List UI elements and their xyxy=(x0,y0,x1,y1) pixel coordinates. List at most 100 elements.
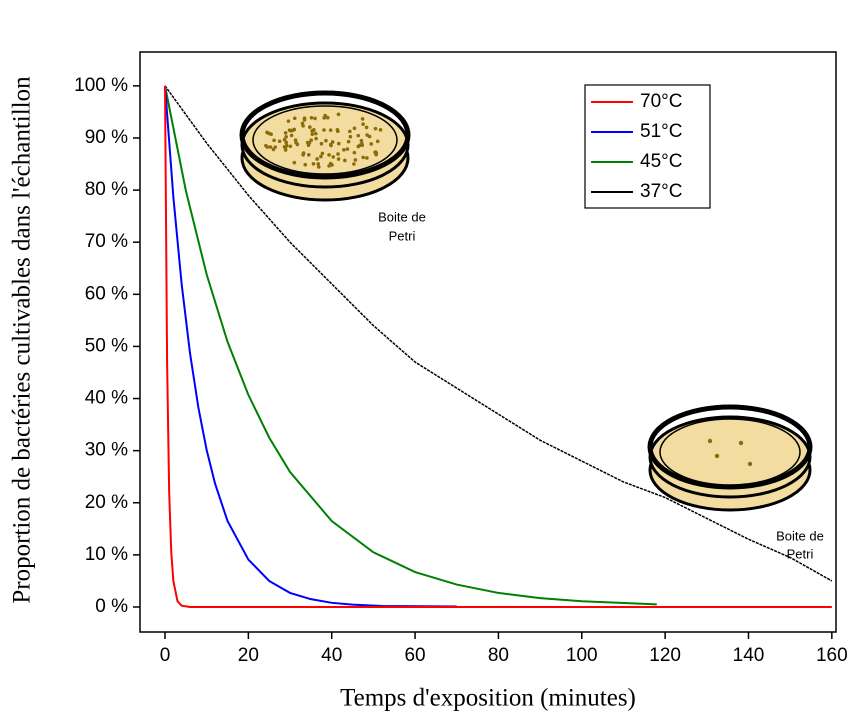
colony xyxy=(324,138,328,143)
line xyxy=(164,85,832,608)
colony xyxy=(331,155,336,159)
colony xyxy=(328,128,333,132)
plot-frame xyxy=(139,51,837,633)
colony xyxy=(348,134,353,139)
colony xyxy=(359,138,364,143)
colony xyxy=(283,148,288,152)
colony xyxy=(330,140,335,144)
colony xyxy=(284,140,289,145)
colony xyxy=(360,141,364,146)
colony xyxy=(302,116,307,120)
colony xyxy=(361,122,365,127)
colony xyxy=(286,119,291,123)
colony xyxy=(364,125,369,130)
colony xyxy=(284,135,288,139)
colony xyxy=(313,116,317,121)
colony xyxy=(322,128,326,132)
colony xyxy=(273,145,278,149)
line xyxy=(164,85,657,606)
colony xyxy=(312,128,316,132)
colony xyxy=(277,139,282,144)
colony xyxy=(315,157,319,161)
colony xyxy=(264,143,268,148)
colony xyxy=(265,130,269,135)
x-tick-label: 20 xyxy=(238,645,259,666)
x-tick-label: 60 xyxy=(404,645,425,666)
petri-dish-full xyxy=(239,90,411,202)
colony xyxy=(314,136,318,141)
colony xyxy=(328,161,333,166)
y-axis-label: Proportion de bactéries cultivables dans… xyxy=(9,76,36,604)
colony xyxy=(289,133,294,138)
annotation: Boite de xyxy=(776,528,824,543)
colony xyxy=(319,141,324,146)
colony xyxy=(352,126,357,131)
annotation: Petri xyxy=(787,546,814,561)
colony xyxy=(373,126,378,131)
colony xyxy=(336,157,341,161)
colony xyxy=(292,160,297,165)
colony xyxy=(360,117,365,121)
colony xyxy=(310,132,315,137)
x-tick-label: 160 xyxy=(816,645,848,666)
colony xyxy=(316,165,321,169)
y-tick-label: 90 % xyxy=(85,127,128,148)
colony xyxy=(348,129,352,134)
y-tick-label: 0 % xyxy=(95,596,128,617)
y-tick-label: 60 % xyxy=(85,283,128,304)
colony xyxy=(294,140,298,145)
colony xyxy=(308,125,312,129)
x-axis-label: Temps d'exposition (minutes) xyxy=(340,685,636,712)
colony xyxy=(352,150,357,155)
colony xyxy=(352,162,356,166)
colony xyxy=(292,128,296,132)
colony xyxy=(303,162,308,167)
colony xyxy=(336,152,340,156)
colony xyxy=(313,131,318,136)
colony xyxy=(307,140,312,145)
colony xyxy=(311,162,316,166)
colony xyxy=(323,113,328,118)
y-tick-label: 40 % xyxy=(85,388,128,409)
colony xyxy=(327,153,331,157)
legend-label: 51°C xyxy=(640,121,682,142)
colony xyxy=(336,112,341,117)
colony xyxy=(309,115,314,120)
x-tick-label: 120 xyxy=(649,645,681,666)
annotation: Petri xyxy=(389,228,416,243)
colony xyxy=(306,152,311,157)
colony xyxy=(375,139,380,144)
colony xyxy=(288,144,293,149)
y-tick-label: 10 % xyxy=(85,544,128,565)
colony xyxy=(325,115,330,120)
colony xyxy=(361,155,366,160)
colony xyxy=(343,158,347,163)
x-tick-label: 80 xyxy=(488,645,509,666)
annotation: Boite de xyxy=(378,209,426,224)
colony xyxy=(268,145,273,149)
colony xyxy=(365,156,369,160)
petri-dish-few xyxy=(647,404,813,512)
colony xyxy=(301,124,305,128)
legend-label: 45°C xyxy=(640,151,682,172)
colony xyxy=(369,142,374,146)
legend-label: 37°C xyxy=(640,181,682,202)
colony xyxy=(319,154,323,159)
colony xyxy=(283,131,288,135)
line xyxy=(164,85,833,582)
x-tick-label: 0 xyxy=(160,645,171,666)
y-tick-label: 20 % xyxy=(85,492,128,513)
x-tick-label: 100 xyxy=(566,645,598,666)
colony xyxy=(309,138,313,143)
colony xyxy=(365,133,369,137)
colony xyxy=(356,133,361,138)
line xyxy=(164,85,457,608)
y-tick-label: 50 % xyxy=(85,335,128,356)
colony xyxy=(284,143,289,148)
colony xyxy=(346,139,351,144)
y-tick-label: 30 % xyxy=(85,440,128,461)
colony xyxy=(345,147,350,151)
colony xyxy=(336,141,341,146)
colony xyxy=(353,158,358,162)
